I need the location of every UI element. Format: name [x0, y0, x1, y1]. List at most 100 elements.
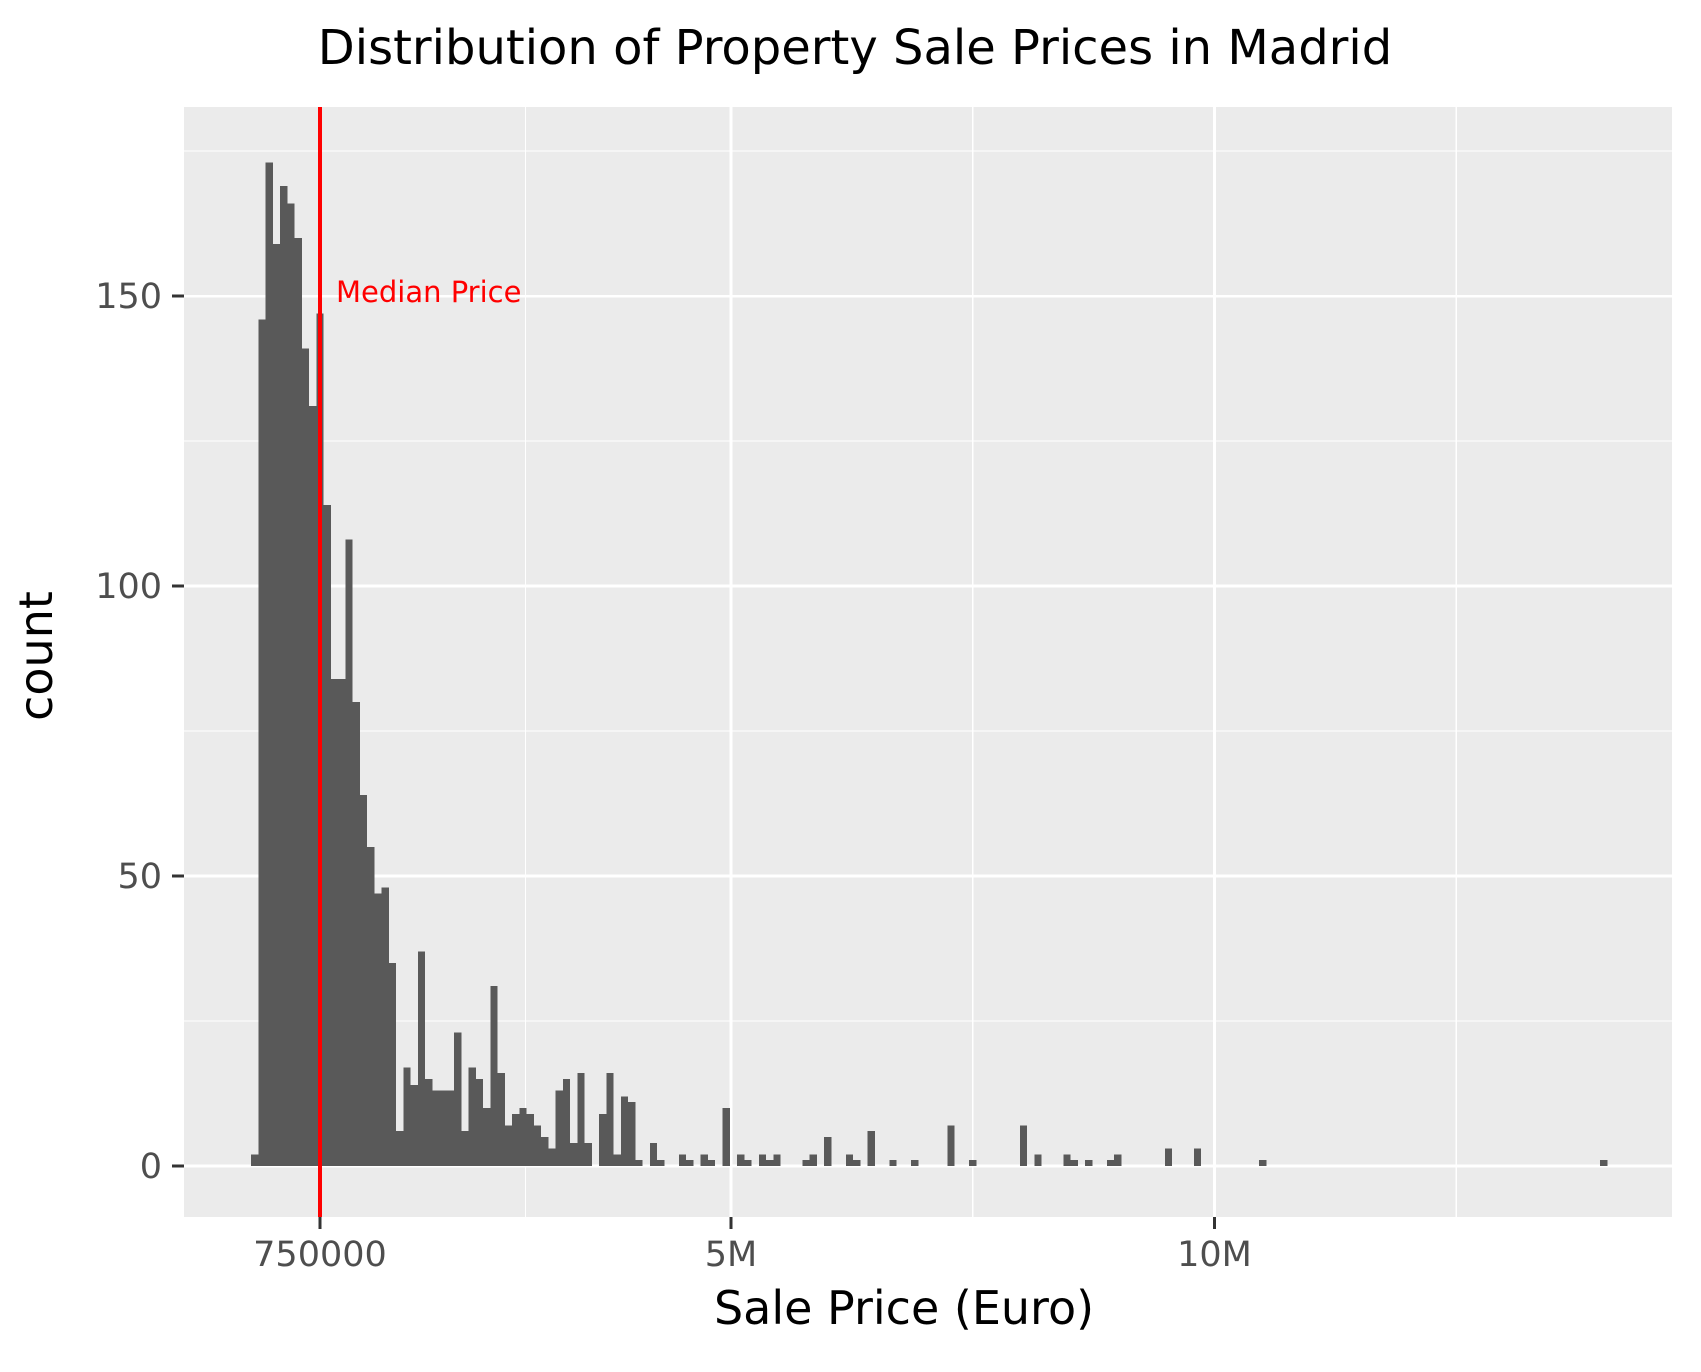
y-tick-label: 150: [95, 277, 162, 317]
histogram-bar: [454, 1032, 462, 1166]
histogram-bar: [417, 951, 426, 1166]
histogram-bar: [1114, 1154, 1122, 1166]
histogram-bar: [969, 1160, 977, 1166]
histogram-bar: [867, 1131, 875, 1166]
histogram-bar: [744, 1160, 752, 1166]
plot-panel: [184, 107, 1672, 1217]
histogram-bar: [432, 1090, 440, 1166]
histogram-bar: [388, 962, 397, 1166]
histogram-bar: [758, 1154, 767, 1166]
histogram-bar: [1106, 1160, 1115, 1166]
histogram-bar: [381, 887, 389, 1166]
histogram-bar: [425, 1078, 433, 1166]
histogram-bar: [620, 1096, 629, 1166]
histogram-bar: [707, 1160, 716, 1166]
histogram-bar: [570, 1142, 578, 1166]
histogram-bar: [889, 1160, 897, 1166]
histogram-bar: [287, 203, 295, 1166]
histogram-bar: [911, 1160, 919, 1166]
histogram-bar: [678, 1154, 687, 1166]
histogram-bar: [396, 1131, 404, 1166]
histogram-bar: [584, 1142, 592, 1166]
histogram-bar: [562, 1078, 571, 1166]
histogram-bar: [766, 1160, 774, 1166]
histogram-bar: [359, 794, 368, 1166]
x-tick-label: 5M: [705, 1235, 757, 1275]
histogram-bar: [1070, 1160, 1078, 1166]
median-annotation-label: Median Price: [336, 275, 521, 309]
histogram-bar: [1063, 1154, 1071, 1166]
histogram-bar: [628, 1102, 636, 1166]
histogram-bar: [367, 847, 375, 1166]
minor-gridlines: [184, 107, 1672, 1217]
histogram-bar: [374, 893, 382, 1166]
histogram-bar: [519, 1107, 527, 1166]
histogram-bar: [947, 1125, 955, 1166]
histogram-bar: [649, 1142, 658, 1166]
axis-tick-marks: [172, 294, 1217, 1229]
histogram-bar: [824, 1136, 832, 1166]
histogram-bar: [352, 702, 360, 1166]
histogram-bar: [555, 1090, 563, 1166]
histogram-bar: [773, 1154, 781, 1166]
histogram-bar: [483, 1107, 491, 1166]
histogram-bar: [497, 1073, 505, 1166]
histogram-bar: [577, 1073, 585, 1166]
histogram-bar: [1019, 1125, 1028, 1166]
histogram-bar: [1193, 1148, 1202, 1166]
histogram-bar: [657, 1160, 665, 1166]
histogram-bar: [548, 1148, 556, 1166]
histogram-bar: [265, 162, 273, 1166]
histogram-bar: [272, 243, 281, 1166]
histogram-bar: [606, 1073, 614, 1166]
histogram-bar: [309, 406, 317, 1166]
x-tick-label: 10M: [1177, 1235, 1252, 1275]
histogram-bar: [635, 1160, 643, 1166]
histogram-bar: [700, 1154, 708, 1166]
histogram-bar: [439, 1090, 447, 1166]
histogram-bar: [330, 678, 339, 1166]
histogram-bar: [345, 539, 353, 1166]
x-axis-title: Sale Price (Euro): [714, 1281, 1094, 1335]
histogram-bar: [410, 1084, 418, 1166]
histogram-bar: [461, 1131, 469, 1166]
histogram-bar: [475, 1078, 484, 1166]
histogram-bar: [294, 238, 302, 1166]
histogram-bar: [280, 185, 288, 1166]
histogram-bar: [1085, 1160, 1093, 1166]
histogram-bar: [468, 1067, 476, 1166]
y-tick-label: 100: [95, 567, 162, 607]
histogram-bar: [599, 1113, 607, 1166]
histogram-bar: [1600, 1160, 1608, 1166]
histogram-bar: [251, 1154, 259, 1166]
histogram-bar: [533, 1125, 542, 1166]
histogram-bar: [446, 1090, 455, 1166]
histogram-bar: [845, 1154, 854, 1166]
y-axis-title: count: [9, 591, 63, 721]
histogram-bar: [258, 319, 266, 1166]
histogram-bar: [301, 348, 310, 1166]
histogram-bar: [722, 1107, 730, 1166]
chart-title: Distribution of Property Sale Prices in …: [318, 20, 1392, 76]
histogram-bar: [613, 1154, 621, 1166]
histogram-bar: [541, 1136, 549, 1166]
histogram-bar: [809, 1154, 817, 1166]
histogram-bar: [338, 678, 346, 1166]
histogram-bar: [853, 1160, 861, 1166]
histogram-bar: [512, 1113, 520, 1166]
histogram-bar: [1259, 1160, 1267, 1166]
y-tick-label: 50: [117, 857, 162, 897]
histogram-bar: [526, 1113, 534, 1166]
histogram-bar: [802, 1160, 810, 1166]
histogram-bar: [323, 504, 331, 1166]
histogram-bar: [1164, 1148, 1173, 1166]
histogram-bar: [737, 1154, 745, 1166]
axis-tick-labels: 750000 5M 10M 0 50 100 150: [95, 277, 1252, 1275]
histogram-bar: [504, 1125, 513, 1166]
x-tick-label: 750000: [253, 1235, 387, 1275]
histogram-bar: [1034, 1154, 1042, 1166]
histogram-bar: [686, 1160, 694, 1166]
histogram-bar: [490, 986, 498, 1166]
